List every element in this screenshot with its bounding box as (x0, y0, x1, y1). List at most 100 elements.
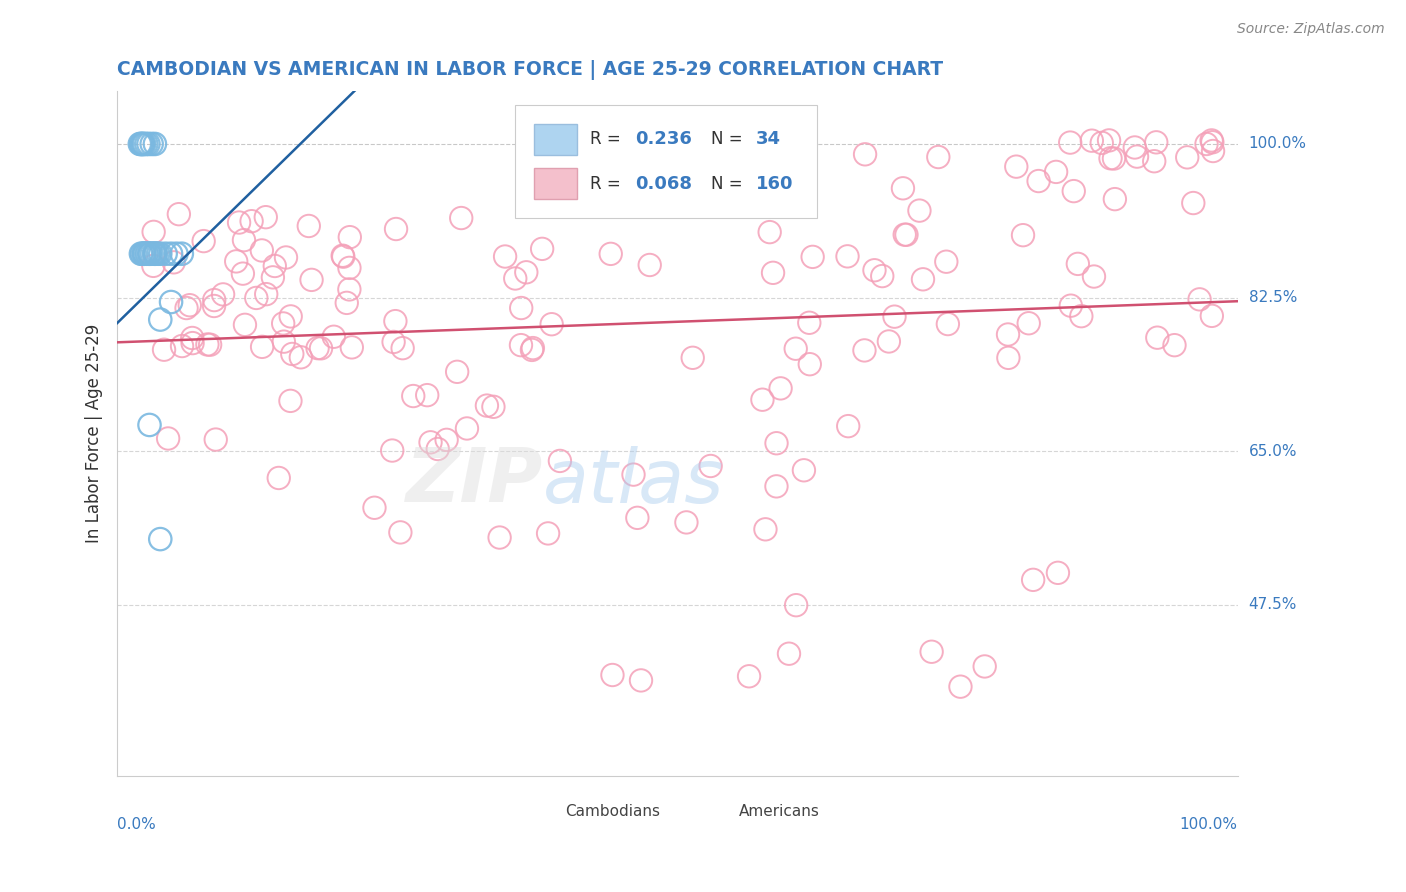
Point (322, 330, 344, 344)
Point (837, 249, 859, 263)
Point (623, 467, 645, 482)
Point (799, 357, 821, 371)
Point (1104, 192, 1126, 206)
Point (1059, 136, 1081, 150)
Point (758, 225, 780, 239)
Point (1188, 293, 1211, 307)
Point (135, 136, 157, 151)
Text: R =: R = (591, 175, 620, 193)
Point (778, 647, 800, 661)
Text: 100.0%: 100.0% (1249, 136, 1306, 152)
Point (340, 340, 363, 354)
Point (1060, 299, 1083, 313)
Point (307, 341, 329, 355)
Point (863, 263, 886, 277)
Point (935, 254, 957, 268)
Point (785, 598, 807, 612)
Point (769, 381, 792, 395)
Point (548, 454, 571, 468)
Point (129, 246, 152, 260)
Text: N =: N = (711, 130, 742, 148)
Point (233, 318, 256, 332)
Point (138, 246, 160, 260)
Point (801, 250, 824, 264)
Point (155, 246, 177, 260)
Point (911, 272, 934, 286)
Point (1175, 150, 1198, 164)
Point (202, 293, 225, 307)
Point (738, 669, 761, 683)
Point (131, 136, 153, 151)
Point (893, 227, 915, 242)
Point (240, 214, 263, 228)
Point (149, 532, 172, 546)
Point (1201, 135, 1223, 149)
Point (630, 673, 652, 688)
Point (891, 181, 914, 195)
Point (128, 136, 150, 151)
Point (908, 203, 931, 218)
Point (170, 339, 193, 353)
Point (197, 337, 219, 351)
Point (503, 271, 526, 285)
Point (436, 433, 458, 447)
Point (280, 393, 302, 408)
Point (1123, 140, 1146, 154)
Point (1081, 134, 1104, 148)
Text: ZIP: ZIP (406, 445, 543, 518)
Point (1083, 269, 1105, 284)
Point (385, 222, 408, 236)
Point (1098, 133, 1121, 147)
Point (274, 251, 297, 265)
Point (699, 458, 721, 473)
Point (136, 246, 159, 260)
Point (131, 246, 153, 260)
Point (1102, 152, 1125, 166)
Point (1182, 196, 1205, 211)
Point (510, 301, 533, 315)
Point (228, 215, 250, 229)
Point (339, 230, 361, 244)
Point (167, 207, 190, 221)
Point (1091, 136, 1114, 150)
Point (202, 299, 225, 313)
Point (363, 500, 385, 515)
Point (233, 233, 256, 247)
Point (785, 342, 807, 356)
Point (225, 254, 247, 268)
Point (765, 436, 787, 450)
Point (751, 392, 773, 407)
Point (973, 659, 995, 673)
Text: Cambodians: Cambodians (565, 804, 661, 819)
Point (138, 246, 160, 260)
Text: 0.0%: 0.0% (117, 817, 156, 832)
FancyBboxPatch shape (515, 105, 817, 218)
Point (402, 389, 425, 403)
Point (160, 295, 183, 310)
Point (837, 419, 859, 434)
Point (382, 334, 405, 349)
Point (262, 270, 284, 285)
Point (446, 365, 468, 379)
Point (134, 246, 156, 260)
Bar (534, 124, 576, 154)
Point (281, 347, 304, 361)
Point (1018, 316, 1040, 330)
Point (309, 341, 332, 355)
Point (780, 153, 803, 167)
Point (153, 343, 176, 357)
Text: 160: 160 (756, 175, 793, 193)
Point (143, 246, 166, 260)
Point (263, 259, 285, 273)
Point (997, 327, 1019, 342)
Point (141, 246, 163, 260)
Point (1028, 174, 1050, 188)
Point (176, 301, 198, 315)
Point (1063, 184, 1085, 198)
Point (450, 211, 472, 225)
Point (1163, 338, 1185, 352)
Point (254, 287, 277, 301)
Point (515, 265, 537, 279)
Point (754, 522, 776, 536)
Point (198, 337, 221, 351)
